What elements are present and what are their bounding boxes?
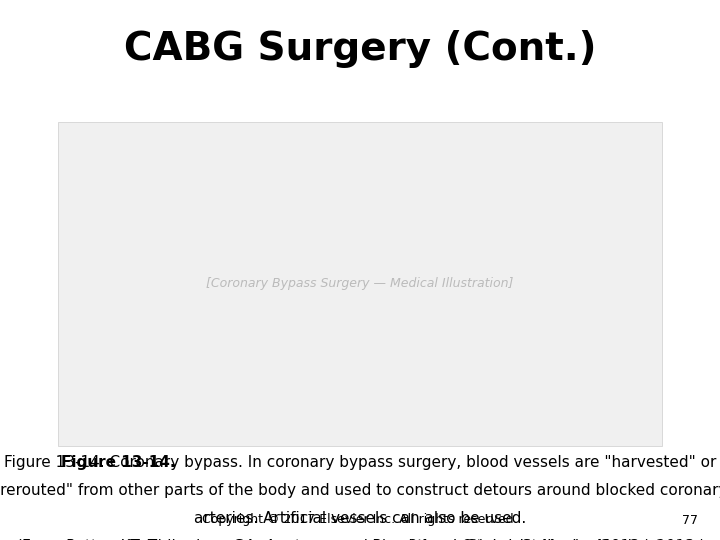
Bar: [58, 122, 662, 446]
Text: (From Patton KT, Thibodeau GA. Anatomy and Physiology. 8th ed. St. Louis: Mosby;: (From Patton KT, Thibodeau GA. Anatomy a…: [15, 539, 705, 540]
Text: 77: 77: [683, 514, 698, 526]
Text: "rerouted" from other parts of the body and used to construct detours around blo: "rerouted" from other parts of the body …: [0, 483, 720, 498]
Text: arteries. Artificial vessels can also be used.: arteries. Artificial vessels can also be…: [194, 511, 526, 526]
Text: (From Patton KT, Thibodeau GA.: (From Patton KT, Thibodeau GA.: [63, 539, 310, 540]
Text: Copyright © 2017 Elsevier Inc. All rights reserved.: Copyright © 2017 Elsevier Inc. All right…: [202, 514, 518, 526]
Text: . 8th ed. St. Louis: Mosby; 2013.): . 8th ed. St. Louis: Mosby; 2013.): [398, 539, 651, 540]
Text: Figure 13-14. Coronary bypass. In coronary bypass surgery, blood vessels are "ha: Figure 13-14. Coronary bypass. In corona…: [4, 455, 716, 470]
Text: [Coronary Bypass Surgery — Medical Illustration]: [Coronary Bypass Surgery — Medical Illus…: [207, 277, 513, 290]
Text: Figure 13-14.: Figure 13-14.: [61, 455, 176, 470]
Text: CABG Surgery (Cont.): CABG Surgery (Cont.): [124, 30, 596, 68]
